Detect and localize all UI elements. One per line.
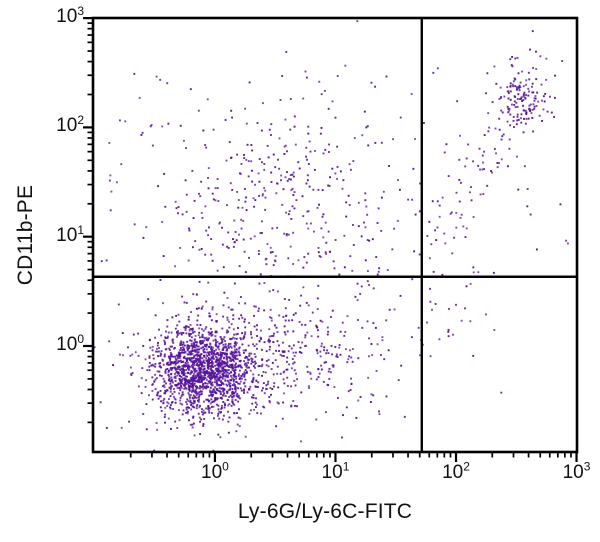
x-tick-label-1e3: 103 <box>562 459 591 483</box>
y-tick-label-1e3: 103 <box>56 3 84 28</box>
y-tick-label-1e1: 101 <box>56 222 84 246</box>
x-tick-label-1e2: 102 <box>442 459 470 483</box>
x-tick-label-1e0: 100 <box>201 459 229 483</box>
y-axis-label: CD11b-PE <box>14 184 37 286</box>
y-tick-label-1e2: 102 <box>56 113 84 137</box>
x-tick-label-1e1: 101 <box>321 459 350 483</box>
y-tick-label-1e0: 100 <box>56 331 84 356</box>
x-axis-label: Ly-6G/Ly-6C-FITC <box>237 500 413 523</box>
